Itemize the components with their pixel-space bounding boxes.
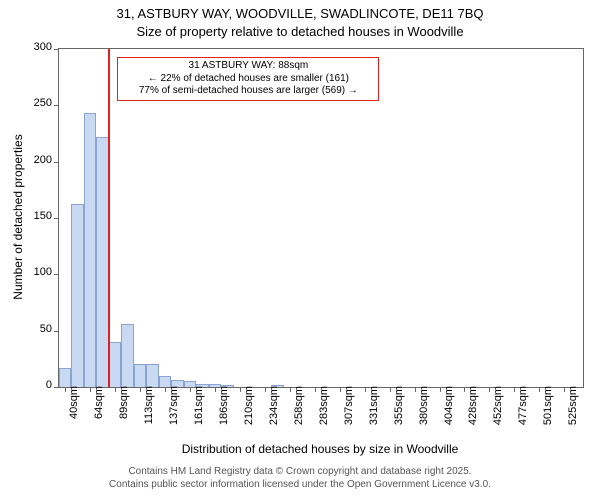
ytick-label: 200 — [22, 154, 52, 166]
anno-line1: 31 ASTBURY WAY: 88sqm — [189, 60, 309, 71]
chart-title-line1: 31, ASTBURY WAY, WOODVILLE, SWADLINCOTE,… — [0, 6, 600, 21]
gridline — [54, 105, 59, 106]
xtick-label: 501sqm — [542, 386, 554, 436]
xtick-mark — [440, 387, 441, 392]
gridline — [54, 331, 59, 332]
xtick-mark — [115, 387, 116, 392]
xtick-label: 64sqm — [93, 386, 105, 436]
xtick-label: 113sqm — [143, 386, 155, 436]
xtick-mark — [265, 387, 266, 392]
xtick-label: 283sqm — [318, 386, 330, 436]
gridline — [54, 49, 59, 50]
xtick-label: 452sqm — [492, 386, 504, 436]
xtick-mark — [165, 387, 166, 392]
xtick-label: 477sqm — [517, 386, 529, 436]
xtick-mark — [90, 387, 91, 392]
gridline — [54, 218, 59, 219]
histogram-bar — [121, 324, 133, 387]
gridline — [54, 162, 59, 163]
xtick-label: 380sqm — [418, 386, 430, 436]
histogram-bar — [96, 137, 108, 387]
ytick-label: 100 — [22, 266, 52, 278]
histogram-bar — [146, 364, 158, 387]
anno-line3: 77% of semi-detached houses are larger (… — [139, 85, 358, 96]
xtick-label: 137sqm — [168, 386, 180, 436]
x-axis-label: Distribution of detached houses by size … — [58, 442, 582, 456]
xtick-mark — [315, 387, 316, 392]
xtick-mark — [489, 387, 490, 392]
xtick-mark — [215, 387, 216, 392]
xtick-mark — [340, 387, 341, 392]
xtick-mark — [539, 387, 540, 392]
xtick-label: 525sqm — [567, 386, 579, 436]
ytick-label: 150 — [22, 210, 52, 222]
xtick-label: 186sqm — [218, 386, 230, 436]
ytick-label: 300 — [22, 41, 52, 53]
xtick-label: 40sqm — [68, 386, 80, 436]
xtick-mark — [190, 387, 191, 392]
xtick-mark — [290, 387, 291, 392]
xtick-mark — [415, 387, 416, 392]
xtick-label: 404sqm — [443, 386, 455, 436]
gridline — [54, 274, 59, 275]
ytick-label: 50 — [22, 323, 52, 335]
xtick-mark — [140, 387, 141, 392]
histogram-bar — [109, 342, 121, 387]
histogram-bar — [84, 113, 96, 387]
xtick-mark — [390, 387, 391, 392]
xtick-label: 331sqm — [368, 386, 380, 436]
xtick-mark — [65, 387, 66, 392]
xtick-mark — [240, 387, 241, 392]
plot-area: 31 ASTBURY WAY: 88sqm ← 22% of detached h… — [58, 48, 584, 388]
xtick-mark — [464, 387, 465, 392]
xtick-label: 307sqm — [343, 386, 355, 436]
chart-title-line2: Size of property relative to detached ho… — [0, 24, 600, 39]
xtick-mark — [365, 387, 366, 392]
xtick-label: 210sqm — [243, 386, 255, 436]
xtick-label: 89sqm — [118, 386, 130, 436]
anno-line2: ← 22% of detached houses are smaller (16… — [148, 73, 349, 84]
histogram-bar — [71, 204, 83, 387]
license-line1: Contains HM Land Registry data © Crown c… — [128, 466, 471, 477]
property-marker-line — [108, 49, 110, 387]
xtick-label: 428sqm — [467, 386, 479, 436]
xtick-label: 161sqm — [193, 386, 205, 436]
license-text: Contains HM Land Registry data © Crown c… — [0, 466, 600, 491]
annotation-box: 31 ASTBURY WAY: 88sqm ← 22% of detached h… — [117, 57, 379, 101]
histogram-bar — [59, 368, 71, 387]
histogram-bar — [134, 364, 146, 387]
ytick-label: 250 — [22, 97, 52, 109]
gridline — [54, 387, 59, 388]
xtick-label: 234sqm — [268, 386, 280, 436]
xtick-mark — [514, 387, 515, 392]
ytick-label: 0 — [22, 379, 52, 391]
xtick-mark — [564, 387, 565, 392]
license-line2: Contains public sector information licen… — [109, 479, 491, 490]
chart-container: { "chart": { "type": "histogram", "title… — [0, 0, 600, 500]
xtick-label: 355sqm — [393, 386, 405, 436]
xtick-label: 258sqm — [293, 386, 305, 436]
